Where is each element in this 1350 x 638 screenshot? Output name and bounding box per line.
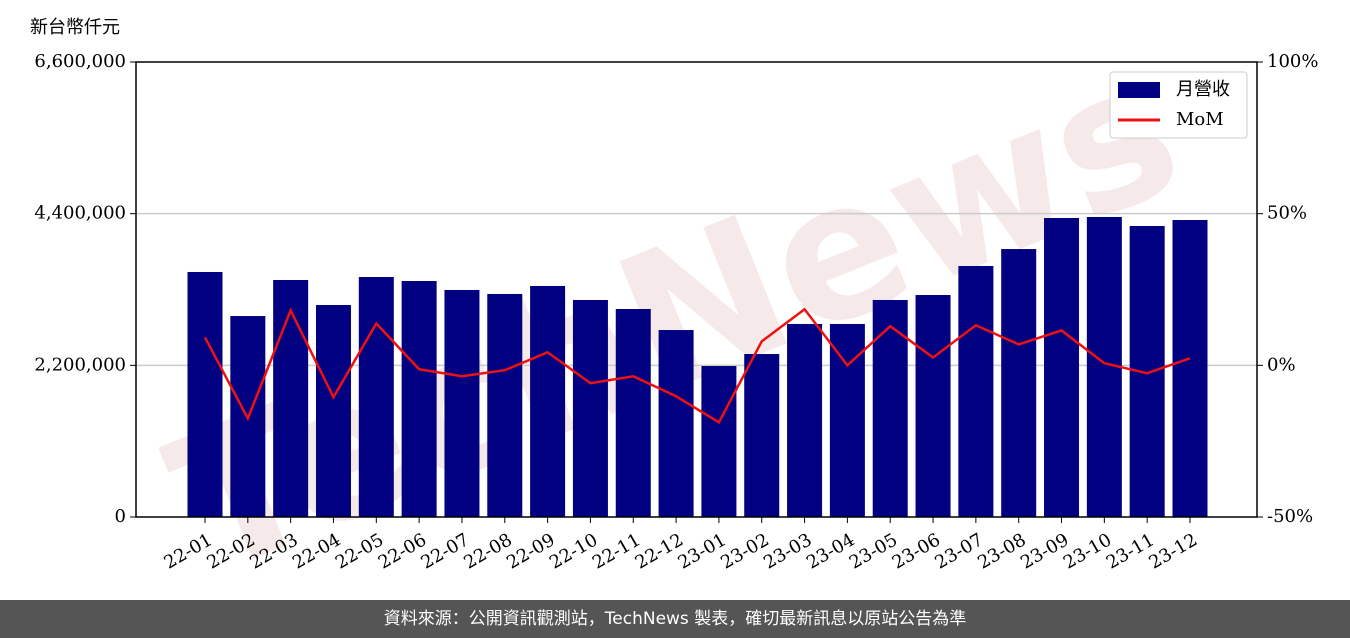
plot-frame	[135, 61, 1258, 518]
bar	[530, 285, 566, 517]
legend: 月營收 MoM	[1109, 71, 1248, 139]
footer: 資料來源：公開資訊觀測站，TechNews 製表，確切最新訊息以原站公告為準	[0, 600, 1350, 638]
bar	[487, 293, 523, 517]
bar	[187, 271, 223, 517]
x-tick-label: 23-02	[717, 529, 772, 573]
y-tick-label: 2,200,000	[34, 354, 126, 375]
x-tick-label: 22-08	[460, 529, 515, 573]
y-tick-label: 4,400,000	[34, 203, 126, 224]
legend-label: MoM	[1176, 109, 1224, 130]
y-axis-label: 新台幣仟元	[30, 17, 120, 38]
bar	[444, 289, 480, 517]
bar	[401, 281, 437, 517]
bar	[273, 279, 309, 517]
bar	[744, 354, 780, 517]
bar	[915, 295, 951, 517]
y-tick-label: 6,600,000	[34, 51, 126, 72]
x-tick-label: 22-12	[632, 529, 687, 573]
x-tick-label: 23-09	[1017, 529, 1072, 573]
x-tick-label: 22-10	[546, 529, 601, 573]
x-tick-label: 23-11	[1103, 529, 1158, 573]
x-tick-label: 23-12	[1146, 529, 1201, 573]
y-tick-label: 0	[115, 506, 126, 527]
legend-swatch	[1118, 82, 1160, 98]
bar	[572, 299, 608, 517]
x-tick-label: 23-07	[931, 529, 986, 573]
x-tick-label: 22-09	[503, 529, 558, 573]
x-tick-label: 23-10	[1060, 529, 1115, 573]
y2-tick-label: -50%	[1267, 506, 1313, 527]
bar	[658, 330, 694, 517]
chart: 新台幣仟元 TechNews 02,200,0004,400,0006,600,…	[30, 17, 1318, 618]
bar	[315, 305, 351, 517]
legend-label: 月營收	[1176, 79, 1230, 100]
bar	[872, 299, 908, 517]
y2-tick-label: 0%	[1267, 354, 1296, 375]
bar	[615, 309, 651, 517]
y2-tick-label: 100%	[1267, 51, 1318, 72]
bar	[1001, 249, 1037, 517]
x-tick-label: 23-04	[803, 529, 858, 573]
bar	[787, 323, 823, 517]
bar	[358, 277, 394, 517]
line	[203, 307, 1191, 425]
x-tick-label: 23-05	[846, 529, 901, 573]
x-tick-label: 23-01	[674, 529, 729, 573]
bar	[701, 366, 737, 517]
x-tick-label: 23-03	[760, 529, 815, 573]
x-tick-label: 23-06	[889, 529, 944, 573]
x-tick-label: 23-08	[974, 529, 1029, 573]
bar	[1172, 220, 1208, 517]
x-tick-label: 22-11	[589, 529, 644, 573]
y2-tick-label: 50%	[1267, 203, 1307, 224]
bar	[958, 265, 994, 517]
bar	[1044, 218, 1080, 518]
